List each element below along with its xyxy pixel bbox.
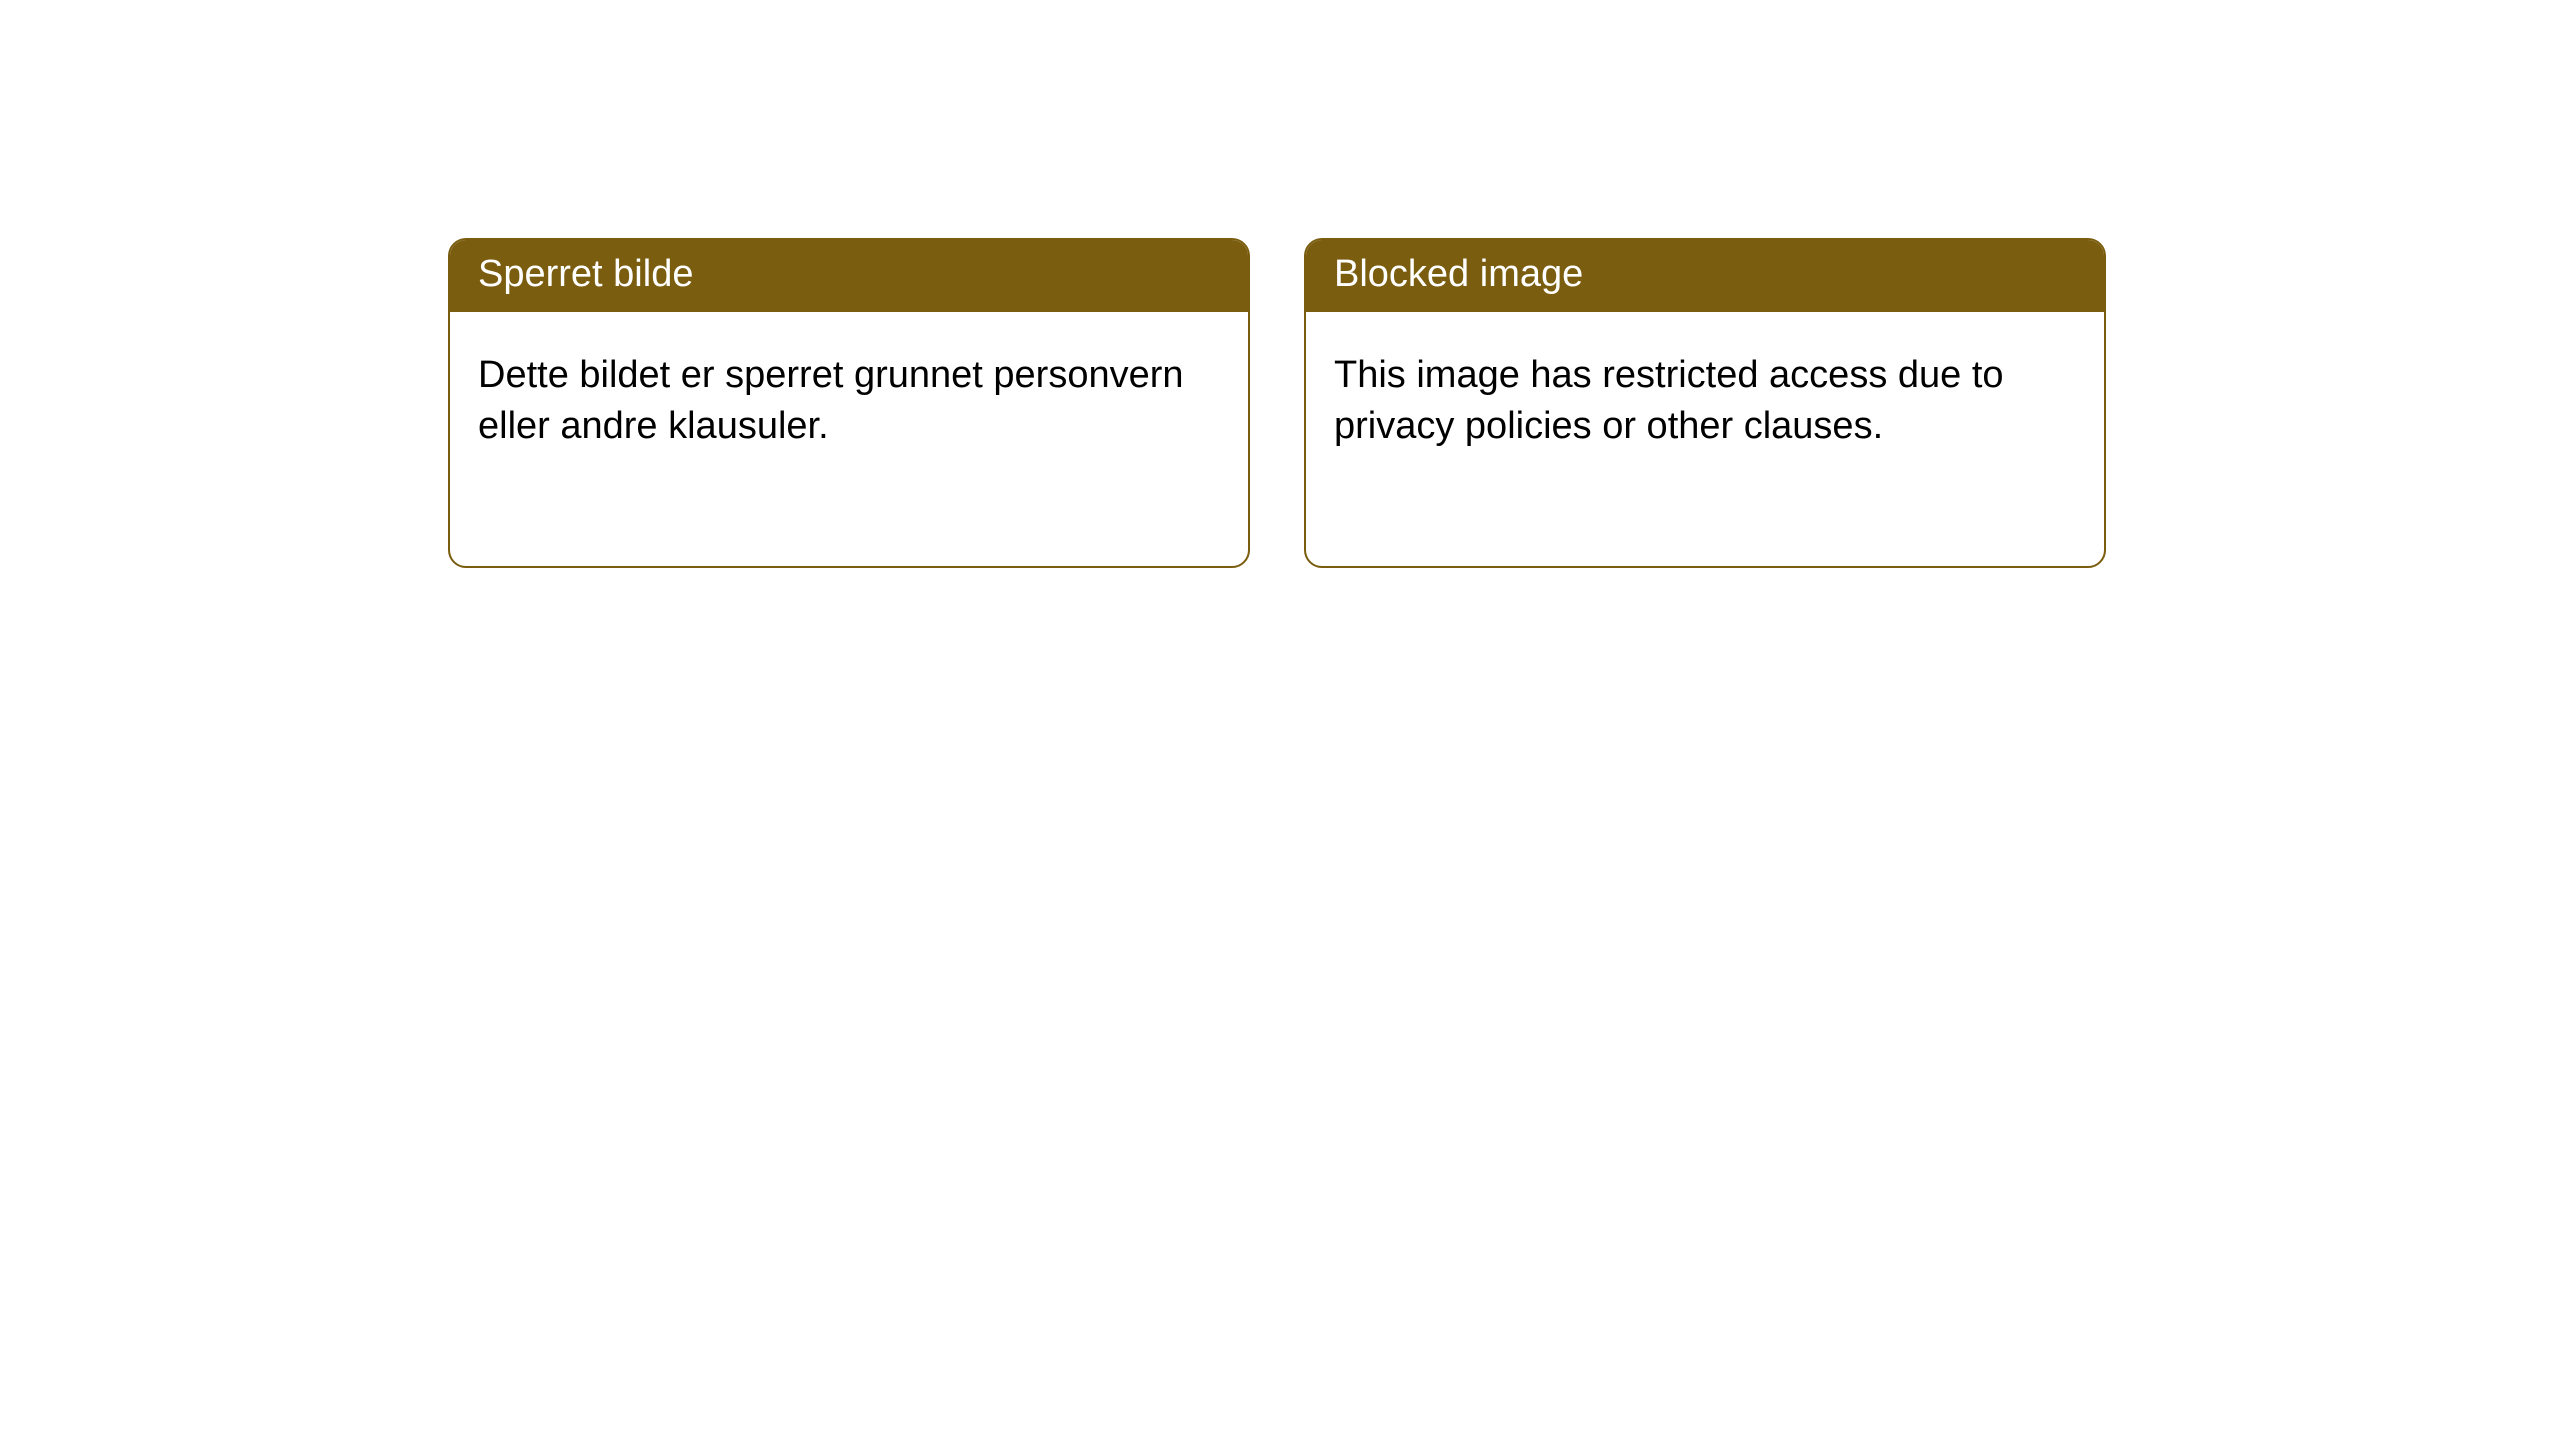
notice-body-norwegian: Dette bildet er sperret grunnet personve…: [450, 312, 1248, 481]
notice-body-english: This image has restricted access due to …: [1306, 312, 2104, 481]
notice-card-english: Blocked image This image has restricted …: [1304, 238, 2106, 568]
notice-card-norwegian: Sperret bilde Dette bildet er sperret gr…: [448, 238, 1250, 568]
notice-header-norwegian: Sperret bilde: [450, 240, 1248, 312]
notice-container: Sperret bilde Dette bildet er sperret gr…: [0, 0, 2560, 568]
notice-header-english: Blocked image: [1306, 240, 2104, 312]
